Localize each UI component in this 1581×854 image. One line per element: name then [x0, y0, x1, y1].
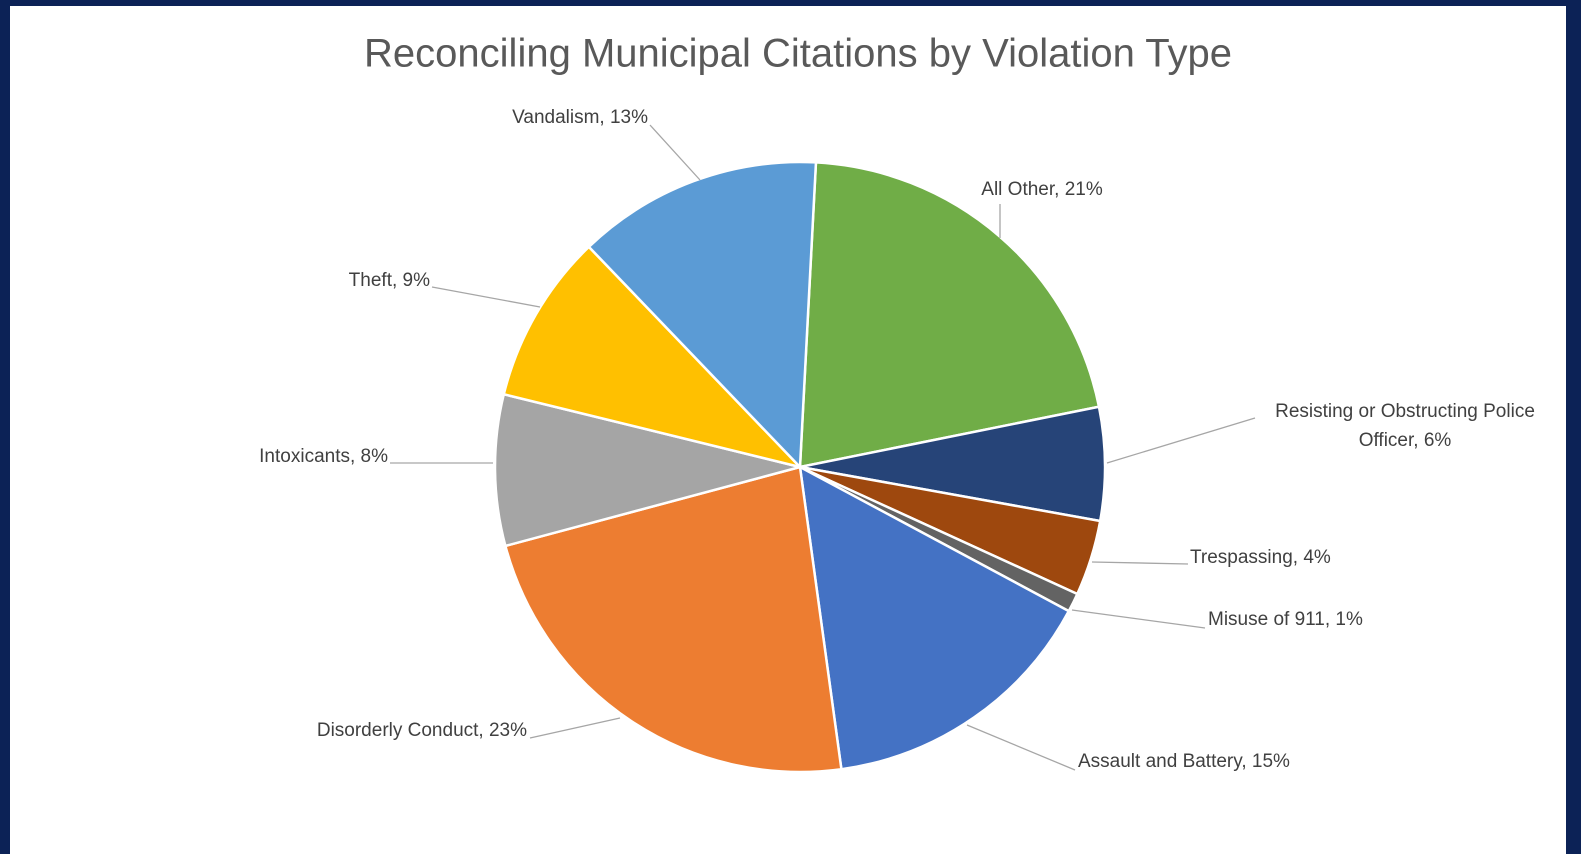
leader-line: [1106, 417, 1256, 464]
leader-line: [529, 717, 621, 739]
data-label: Misuse of 911, 1%: [1208, 609, 1363, 630]
label-line: Officer, 6%: [1359, 430, 1452, 451]
leader-line: [1091, 561, 1189, 565]
data-label: Intoxicants, 8%: [259, 446, 388, 467]
leader-line: [1071, 609, 1206, 629]
leader-line: [431, 286, 541, 308]
pie-slice: [798, 161, 1101, 469]
chart: Reconciling Municipal Citations by Viola…: [10, 6, 1566, 854]
data-label: Trespassing, 4%: [1190, 547, 1331, 568]
data-label: All Other, 21%: [981, 179, 1103, 200]
pie-slice: [798, 464, 1071, 771]
chart-title: Reconciling Municipal Citations by Viola…: [364, 32, 1232, 76]
pie-slice: [502, 245, 804, 470]
data-label: Assault and Battery, 15%: [1078, 751, 1290, 772]
data-label: Disorderly Conduct, 23%: [317, 720, 527, 741]
data-label: Resisting or Obstructing Police Officer, …: [1275, 401, 1535, 451]
label-line: Resisting or Obstructing Police: [1275, 401, 1535, 422]
data-label: Vandalism, 13%: [512, 107, 648, 128]
pie-slice: [587, 160, 818, 470]
leader-line: [966, 724, 1076, 771]
data-label: Theft, 9%: [349, 270, 430, 291]
pie-slice: [503, 465, 843, 774]
pie-slice: [493, 392, 801, 548]
leader-line: [649, 124, 701, 181]
